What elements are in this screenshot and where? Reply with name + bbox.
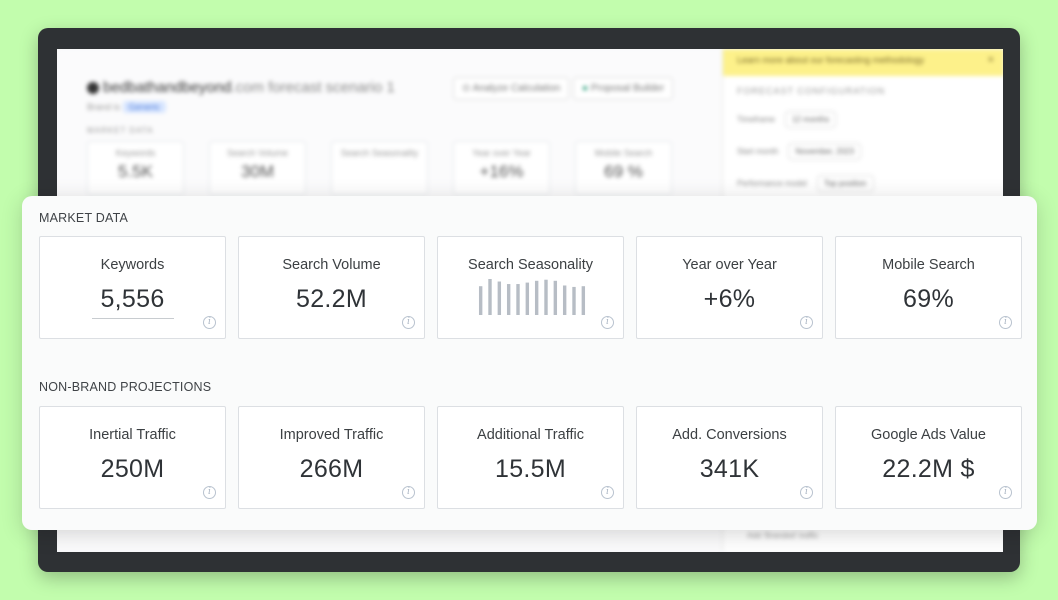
background-subtitle-prefix: Brand is (87, 102, 121, 112)
seasonality-bar (544, 279, 548, 315)
methodology-banner[interactable]: Learn more about our forecasting methodo… (723, 49, 1003, 76)
close-icon[interactable]: × (987, 54, 994, 66)
config-label: Performance model (737, 179, 807, 188)
info-icon[interactable]: i (800, 486, 813, 499)
background-card-value: 69 % (604, 162, 643, 181)
info-icon[interactable]: i (601, 486, 614, 499)
card-title: Additional Traffic (477, 427, 584, 443)
config-label: Start month (737, 147, 779, 156)
background-card-title: Mobile Search (594, 148, 653, 158)
seasonality-bar (562, 285, 567, 315)
card-title: Google Ads Value (870, 427, 986, 443)
analyze-calculation-label: Analyze Calculation (472, 83, 561, 94)
card-value: +6% (703, 285, 756, 313)
seasonality-bar (506, 284, 511, 315)
banner-text: Learn more about our forecasting methodo… (737, 55, 925, 65)
info-icon[interactable]: i (203, 486, 216, 499)
card-value: 5,556 (100, 285, 165, 313)
config-row-start-month: Start month November, 2023 (737, 143, 862, 160)
background-card: Search Volume 30M (209, 141, 306, 195)
card-value: 266M (299, 455, 364, 483)
search-seasonality-card: Search Seasonality i (437, 236, 624, 339)
config-select[interactable]: 12 months (784, 111, 837, 128)
card-value: 250M (100, 455, 165, 483)
background-page-title: bedbathandbeyond.com forecast scenario 1 (87, 79, 395, 96)
background-section-label: MARKET DATA (87, 126, 154, 135)
analyze-calculation-button[interactable]: ⊙ Analyze Calculation (453, 77, 570, 100)
card-title: Improved Traffic (279, 427, 384, 443)
additional-traffic-card: Additional Traffic 15.5M i (437, 406, 624, 509)
info-icon[interactable]: i (203, 316, 216, 329)
improved-traffic-card: Improved Traffic 266M i (238, 406, 425, 509)
seasonality-bar (553, 280, 558, 315)
background-card-value: 5.5K (118, 162, 153, 181)
background-subtitle: Brand is Generic (87, 101, 167, 113)
seasonality-bar (534, 280, 539, 315)
background-card: Mobile Search 69 % (575, 141, 672, 195)
background-title-domain: bedbathandbeyond (103, 79, 232, 96)
card-title: Year over Year (682, 257, 777, 273)
background-card-title: Keywords (115, 148, 156, 158)
card-value: 69% (903, 285, 954, 313)
info-icon[interactable]: i (999, 486, 1012, 499)
branded-traffic-toggle[interactable]: Add 'Branded' traffic (747, 531, 819, 540)
info-icon[interactable]: i (800, 316, 813, 329)
keywords-card: Keywords 5,556 i (39, 236, 226, 339)
card-title: Search Seasonality (468, 257, 593, 273)
proposal-builder-label: Proposal Builder (590, 83, 665, 94)
site-favicon-icon (87, 82, 99, 95)
value-underline (92, 318, 174, 319)
year-over-year-card: Year over Year +6% i (636, 236, 823, 339)
background-card-title: Search Volume (226, 148, 289, 158)
card-value: 341K (699, 455, 760, 483)
background-card: Year over Year +16% (453, 141, 550, 195)
card-title: Inertial Traffic (89, 427, 176, 443)
forecast-configuration-heading: FORECAST CONFIGURATION (737, 86, 886, 96)
background-subtitle-pill[interactable]: Generic (122, 101, 167, 113)
card-title: Search Volume (282, 257, 381, 273)
market-data-label: MARKET DATA (39, 211, 129, 225)
proposal-builder-button[interactable]: ● Proposal Builder (573, 77, 674, 100)
card-value: 22.2M $ (882, 455, 975, 483)
add-conversions-card: Add. Conversions 341K i (636, 406, 823, 509)
card-title: Keywords (100, 257, 165, 273)
info-icon[interactable]: i (999, 316, 1012, 329)
seasonality-bar (497, 281, 502, 315)
search-volume-card: Search Volume 52.2M i (238, 236, 425, 339)
seasonality-sparkline (478, 279, 586, 315)
info-icon[interactable]: i (402, 486, 415, 499)
mobile-search-card: Mobile Search 69% i (835, 236, 1022, 339)
background-card-title: Search Seasonality (340, 148, 419, 158)
card-value: 15.5M (495, 455, 566, 483)
info-icon[interactable]: i (402, 316, 415, 329)
background-card: Search Seasonality (331, 141, 428, 195)
config-label: Timeframe (737, 115, 775, 124)
info-icon[interactable]: i (601, 316, 614, 329)
seasonality-bar (525, 282, 530, 315)
non-brand-projections-label: NON-BRAND PROJECTIONS (39, 380, 212, 394)
seasonality-bar (488, 279, 492, 315)
card-title: Add. Conversions (672, 427, 787, 443)
seasonality-bar (572, 286, 576, 315)
background-card-value: 30M (240, 162, 275, 181)
config-select[interactable]: November, 2023 (788, 143, 862, 160)
config-select[interactable]: Top position (816, 175, 874, 192)
inertial-traffic-card: Inertial Traffic 250M i (39, 406, 226, 509)
background-card: Keywords 5.5K (87, 141, 184, 195)
background-title-suffix: .com forecast scenario 1 (231, 79, 395, 96)
metrics-overlay-panel: MARKET DATA Keywords 5,556 i Search Volu… (22, 196, 1037, 530)
background-card-value: +16% (479, 162, 524, 181)
card-title: Mobile Search (882, 257, 975, 273)
google-ads-value-card: Google Ads Value 22.2M $ i (835, 406, 1022, 509)
seasonality-bar (478, 286, 483, 315)
card-value: 52.2M (296, 285, 367, 313)
config-row-timeframe: Timeframe 12 months (737, 111, 837, 128)
seasonality-bar (516, 284, 520, 315)
config-row-performance-model: Performance model Top position (737, 175, 874, 192)
seasonality-bar (581, 286, 586, 315)
background-card-title: Year over Year (472, 148, 531, 158)
